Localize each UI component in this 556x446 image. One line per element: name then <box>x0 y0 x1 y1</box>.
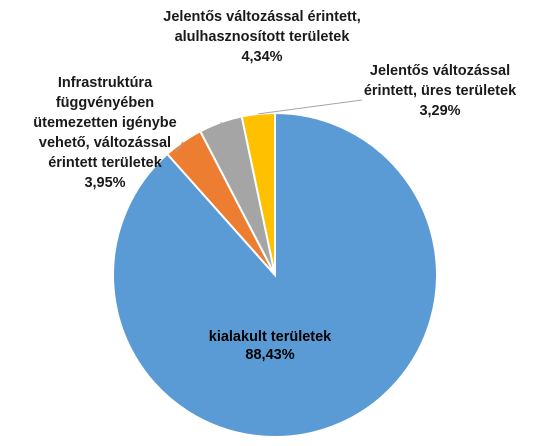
data-label-text: Jelentős változással érintett, <box>163 9 360 25</box>
leader-line-3 <box>258 99 363 115</box>
data-label-2: Jelentős változással érintett, alulhaszno… <box>163 9 360 65</box>
data-label-3: Jelentős változással érintett, üres terül… <box>364 63 517 119</box>
pie-slice-3 <box>240 111 276 276</box>
pie-slice-0 <box>112 111 438 438</box>
pie-slices <box>112 111 438 438</box>
leader-lines <box>175 99 363 153</box>
data-label-value: 3,95% <box>84 175 125 191</box>
data-label-text: függvényében <box>56 95 154 111</box>
data-label-text: vehető, változással <box>39 135 171 151</box>
data-label-text: Jelentős változással <box>370 63 510 79</box>
data-labels: kialakult területek 88,43% Infrastruktúra f… <box>33 9 517 363</box>
data-label-value: 88,43% <box>245 347 294 363</box>
leader-line-2 <box>220 122 231 131</box>
data-label-text: Infrastruktúra <box>58 75 153 91</box>
data-label-value: 4,34% <box>241 49 282 65</box>
data-label-text: alulhasznosított területek <box>175 29 351 45</box>
leader-line-1 <box>175 141 184 153</box>
data-label-value: 3,29% <box>419 103 460 119</box>
data-label-0: kialakult területek 88,43% <box>209 329 332 363</box>
data-label-text: érintett, üres területek <box>364 83 517 99</box>
data-label-text: ütemezetten igénybe <box>33 115 176 131</box>
data-label-text: kialakult területek <box>209 329 332 345</box>
data-label-1: Infrastruktúra függvényében ütemezetten ig… <box>33 75 176 191</box>
data-label-text: érintett területek <box>48 155 163 171</box>
